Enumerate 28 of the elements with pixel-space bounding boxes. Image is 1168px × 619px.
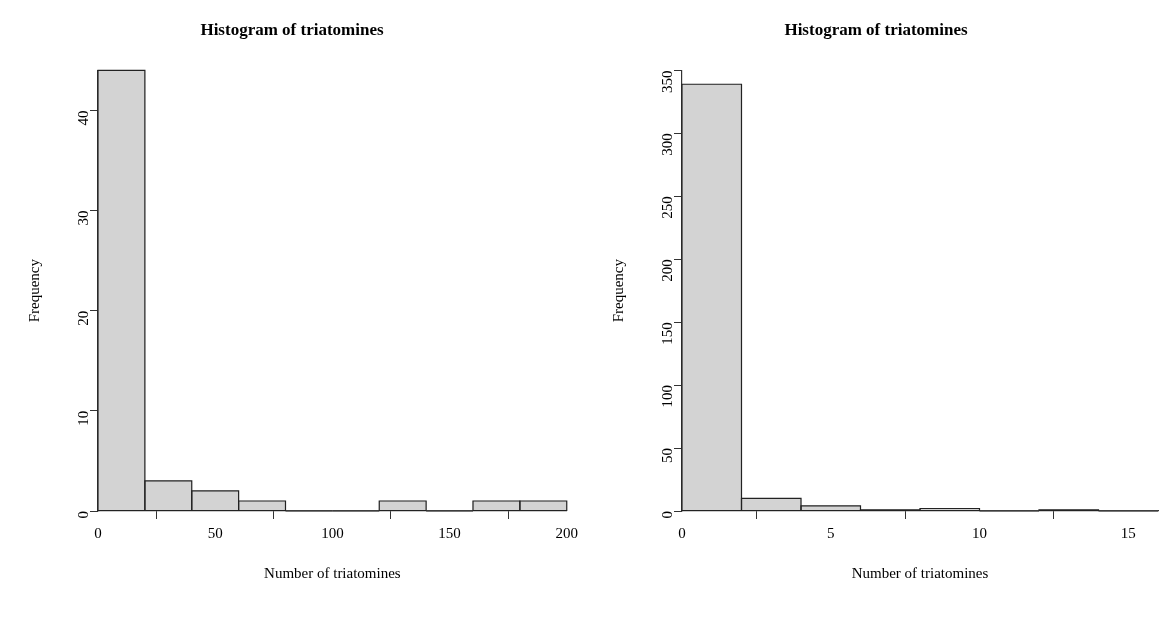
y-tick-label: 20 <box>74 310 91 326</box>
x-tick-label: 5 <box>827 524 835 541</box>
x-tick-label: 100 <box>321 524 344 541</box>
y-tick-label: 300 <box>658 133 675 156</box>
x-axis-title: Number of triatomines <box>264 564 401 581</box>
x-tick-label: 15 <box>1120 524 1136 541</box>
chart-title: Histogram of triatomines <box>784 19 968 39</box>
y-axis-title: Frequency <box>609 258 626 323</box>
y-tick-label: 0 <box>658 511 675 519</box>
x-tick-label: 0 <box>94 524 102 541</box>
y-tick-label: 150 <box>658 322 675 345</box>
y-tick-label: 10 <box>74 410 91 426</box>
x-tick-label: 200 <box>555 524 578 541</box>
y-tick-label: 50 <box>658 448 675 464</box>
y-tick-label: 30 <box>74 210 91 226</box>
y-tick-label: 40 <box>74 110 91 126</box>
x-axis-title: Number of triatomines <box>851 564 989 581</box>
x-tick-label: 0 <box>678 524 686 541</box>
x-tick-label: 10 <box>972 524 987 541</box>
y-tick-label: 350 <box>658 70 675 93</box>
y-tick-label: 250 <box>658 196 675 219</box>
x-tick-label: 150 <box>438 524 461 541</box>
y-tick-label: 100 <box>658 385 675 408</box>
chart-title: Histogram of triatomines <box>200 19 384 39</box>
y-tick-label: 0 <box>74 511 91 519</box>
x-tick-label: 50 <box>207 524 223 541</box>
y-tick-label: 200 <box>658 259 675 282</box>
y-axis-title: Frequency <box>25 258 42 323</box>
